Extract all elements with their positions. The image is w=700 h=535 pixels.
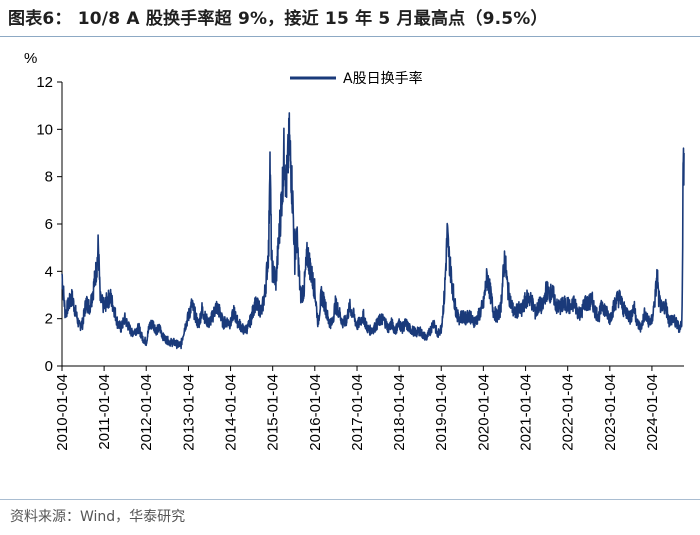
x-tick-label: 2023-01-04	[602, 374, 619, 451]
y-tick-label: 2	[45, 311, 53, 328]
x-tick-label: 2024-01-04	[644, 374, 661, 451]
title-divider	[0, 36, 700, 37]
y-tick-label: 6	[45, 216, 53, 233]
x-tick-label: 2019-01-04	[433, 374, 450, 451]
x-tick-label: 2012-01-04	[138, 374, 155, 451]
y-tick-label: 8	[45, 169, 53, 186]
y-tick-label: 0	[45, 358, 53, 375]
source-note: 资料来源：Wind，华泰研究	[10, 509, 186, 525]
legend: A股日换手率	[290, 70, 423, 87]
x-tick-label: 2020-01-04	[475, 374, 492, 451]
x-tick-label: 2010-01-04	[54, 374, 71, 451]
chart-title: 图表6： 10/8 A 股换手率超 9%，接近 15 年 5 月最高点（9.5%…	[8, 9, 548, 29]
x-tick-label: 2016-01-04	[307, 374, 324, 451]
source-divider	[0, 499, 700, 500]
y-tick-label: 4	[45, 263, 53, 280]
turnover-line-chart: 0 2 4 6 8 10 12 2010-01-04 2011-01-04 2012-01-04…	[24, 50, 685, 451]
x-tick-label: 2011-01-04	[96, 374, 113, 450]
x-tick-label: 2022-01-04	[560, 374, 577, 451]
x-tick-label: 2017-01-04	[349, 374, 366, 451]
x-axis: 2010-01-04 2011-01-04 2012-01-04 2013-01-04…	[54, 365, 684, 451]
y-axis-unit-label: %	[24, 50, 37, 67]
x-tick-label: 2021-01-04	[518, 374, 535, 451]
x-tick-label: 2018-01-04	[391, 374, 408, 451]
x-tick-label: 2013-01-04	[180, 374, 197, 451]
y-tick-label: 10	[36, 121, 53, 138]
x-tick-label: 2014-01-04	[223, 374, 240, 451]
y-tick-label: 12	[36, 74, 53, 91]
y-axis: 0 2 4 6 8 10 12	[36, 74, 63, 375]
legend-label: A股日换手率	[343, 70, 423, 87]
x-tick-label: 2015-01-04	[265, 374, 282, 451]
series-line-a-share-turnover	[61, 112, 685, 350]
series-layer	[61, 112, 685, 350]
